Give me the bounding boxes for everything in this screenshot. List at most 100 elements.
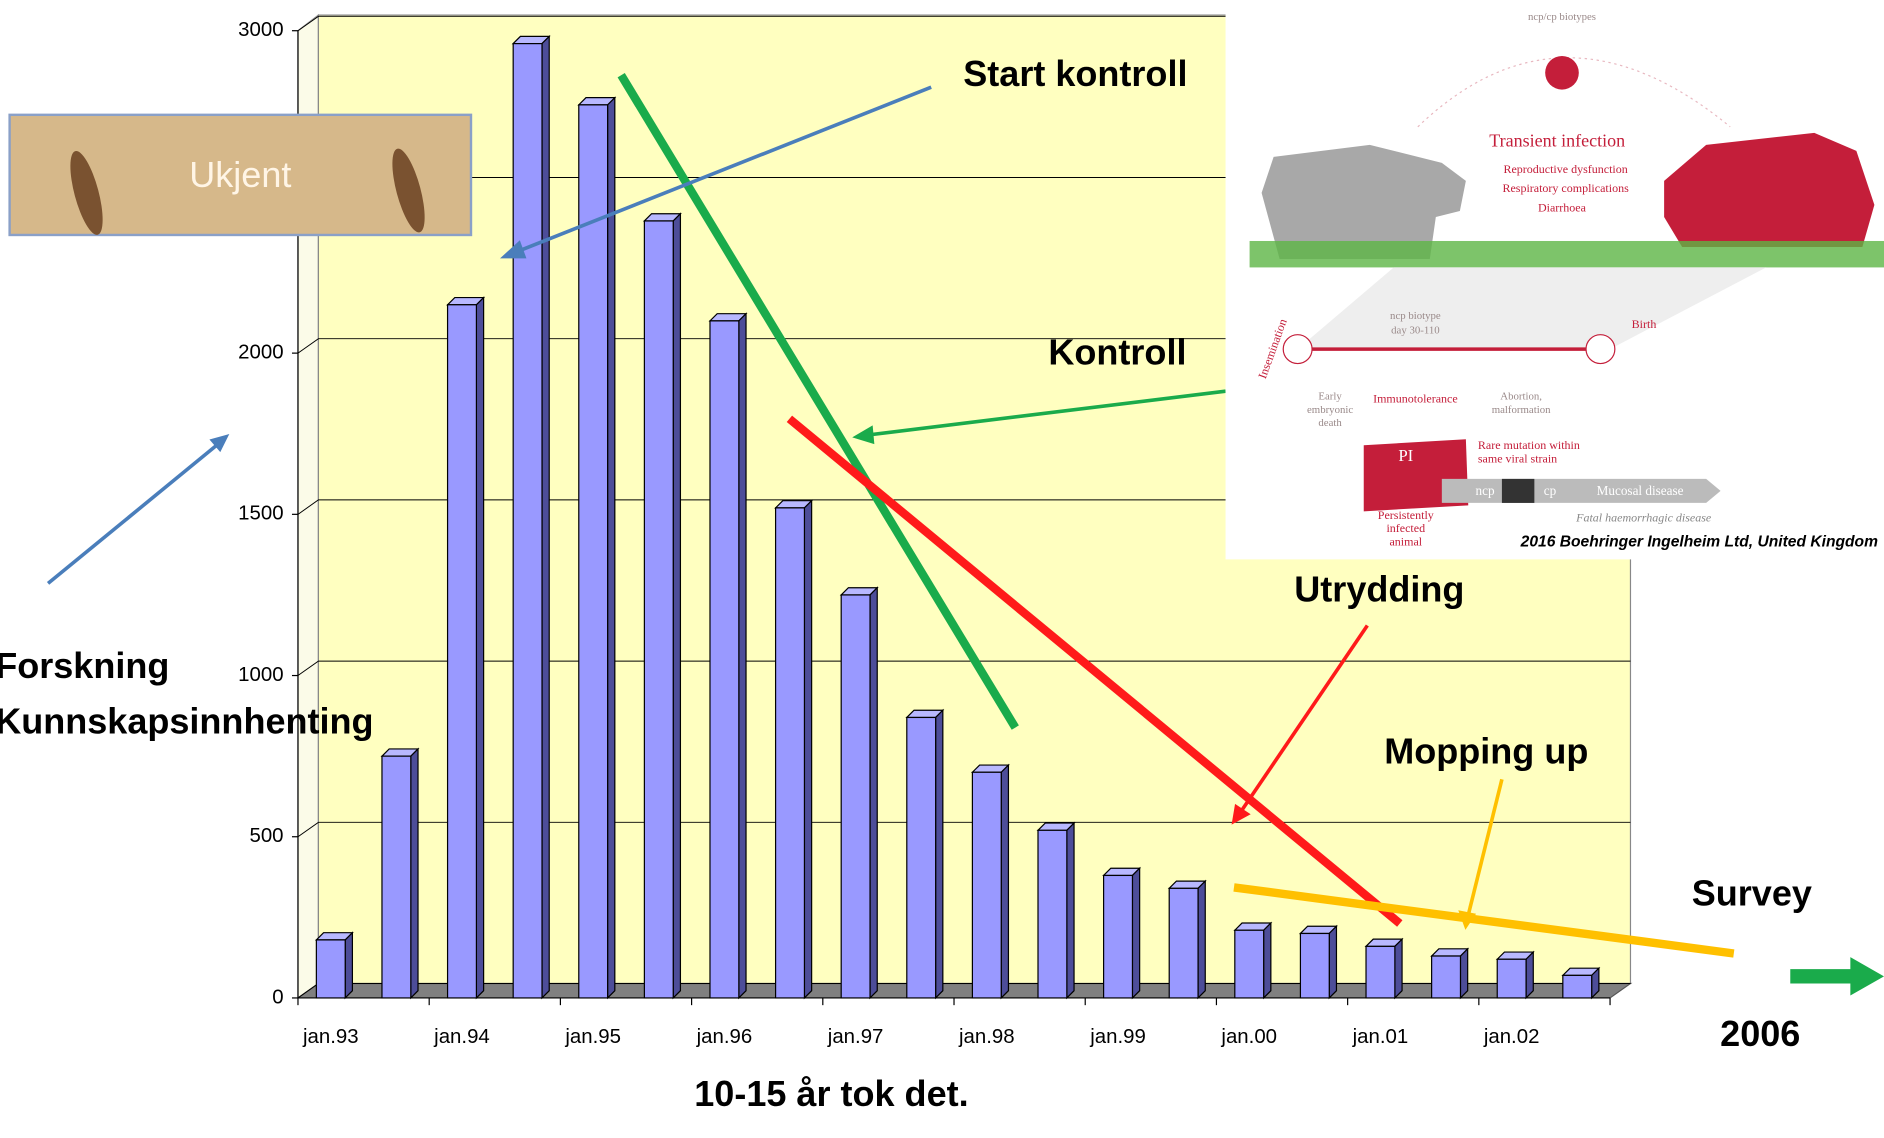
bar-side xyxy=(541,34,550,1000)
ig-birth: Birth xyxy=(1632,317,1657,331)
grid-line xyxy=(297,15,1631,32)
bar-side xyxy=(607,96,616,1000)
bar-side xyxy=(1263,921,1272,1000)
grid-line xyxy=(297,660,1631,676)
floor xyxy=(296,982,1633,999)
bar xyxy=(774,507,806,999)
ig-pi: PI xyxy=(1398,446,1413,465)
ig-mutation: Rare mutation within xyxy=(1478,438,1580,452)
bar-side xyxy=(1131,866,1141,1000)
kunnskap: Kunnskapsinnhenting xyxy=(0,701,374,742)
bar xyxy=(446,304,478,999)
bar xyxy=(1299,932,1330,999)
bar-side xyxy=(869,586,878,1000)
bar xyxy=(1168,887,1199,999)
bar xyxy=(1496,958,1527,999)
ig-cp: cp xyxy=(1544,483,1557,498)
bar xyxy=(1365,945,1396,999)
ig-early: embryonic xyxy=(1307,404,1353,416)
x-tick-label: jan.00 xyxy=(1220,1026,1277,1048)
x-tick-label: jan.02 xyxy=(1483,1026,1540,1048)
ig-mucosal: Mucosal disease xyxy=(1597,483,1684,498)
grey-cow xyxy=(1261,144,1466,260)
ig-abortion: Abortion, xyxy=(1500,391,1542,403)
bar-side xyxy=(475,296,485,1000)
x-tick-label: jan.01 xyxy=(1352,1026,1409,1048)
timeline-end xyxy=(1585,334,1616,365)
y-tick-label: 0 xyxy=(272,986,283,1008)
fossil xyxy=(392,148,425,233)
bar xyxy=(1103,874,1134,999)
forskning: Forskning xyxy=(0,645,169,686)
kontroll: Kontroll xyxy=(1048,332,1186,373)
arrow xyxy=(46,440,223,585)
arrow-head xyxy=(1231,803,1251,825)
mopping-trend xyxy=(1233,883,1735,958)
bar xyxy=(512,43,543,999)
timeline-start xyxy=(1282,334,1313,365)
bar-side xyxy=(1525,950,1534,1000)
arrow-head xyxy=(500,240,527,259)
bar-side xyxy=(344,931,354,1000)
bar-side xyxy=(935,708,944,1000)
bar-side xyxy=(1328,924,1338,1000)
red-cow xyxy=(1664,132,1875,247)
grass xyxy=(1249,240,1884,268)
x-tick-label: jan.96 xyxy=(696,1026,753,1048)
ig-title: ncp/cp biotypes xyxy=(1528,11,1596,23)
grid-line xyxy=(297,499,1631,515)
y-tick-label: 500 xyxy=(249,825,283,847)
projection xyxy=(1297,267,1767,350)
bar xyxy=(1431,955,1462,999)
ig-credit: 2016 Boehringer Ingelheim Ltd, United Ki… xyxy=(1520,534,1878,551)
arrow xyxy=(509,85,932,256)
ig-immuno: Immunotolerance xyxy=(1373,391,1458,405)
ukjent-box: Ukjent xyxy=(8,113,473,237)
bar xyxy=(1037,829,1068,999)
arrow-head xyxy=(1458,910,1477,930)
y-tick-label: 1500 xyxy=(238,503,283,525)
ig-symptom: Reproductive dysfunction xyxy=(1503,162,1627,176)
bar xyxy=(578,104,609,999)
bar-side xyxy=(1000,763,1010,1000)
bar xyxy=(315,939,346,999)
arrow xyxy=(862,389,1226,438)
eradication-trend xyxy=(786,415,1403,927)
arrow xyxy=(1236,624,1369,818)
ig-early: Early xyxy=(1318,391,1342,403)
bar xyxy=(906,716,937,999)
survey: Survey xyxy=(1692,872,1812,913)
bar xyxy=(381,755,412,999)
x-tick-label: jan.93 xyxy=(302,1026,359,1048)
start-kontroll: Start kontroll xyxy=(963,53,1187,94)
grid-line xyxy=(297,338,1631,354)
x-tick-label: jan.95 xyxy=(564,1026,621,1048)
ig-biotype: day 30-110 xyxy=(1391,325,1439,337)
ig-transient: Transient infection xyxy=(1489,131,1625,151)
ig-symptom: Diarrhoea xyxy=(1538,200,1587,214)
bar-side xyxy=(410,747,419,1000)
mutation-box xyxy=(1501,478,1535,503)
survey-arrow xyxy=(1790,957,1884,996)
arrows xyxy=(46,85,1504,930)
ig-persist: Persistently xyxy=(1378,508,1434,522)
bar-side xyxy=(1459,947,1469,1000)
footer: 10-15 år tok det. xyxy=(694,1073,968,1114)
x-tick-label: jan.97 xyxy=(827,1026,884,1048)
x-tick-label: jan.94 xyxy=(433,1026,490,1048)
ig-biotype: ncp biotype xyxy=(1390,310,1441,322)
bar-side xyxy=(738,312,747,1000)
bar-side xyxy=(672,212,682,1000)
ig-persist: infected xyxy=(1386,521,1425,535)
ig-mutation: same viral strain xyxy=(1478,451,1557,465)
x-tick-label: jan.98 xyxy=(958,1026,1015,1048)
ig-abortion: malformation xyxy=(1492,404,1551,416)
bar xyxy=(1234,929,1265,999)
y-tick-label: 3000 xyxy=(238,19,283,41)
bar xyxy=(840,594,871,999)
ig-early: death xyxy=(1318,417,1342,429)
bar-side xyxy=(1394,937,1403,1000)
y-tick-label: 2000 xyxy=(238,342,283,364)
bar-side xyxy=(1197,879,1206,1000)
